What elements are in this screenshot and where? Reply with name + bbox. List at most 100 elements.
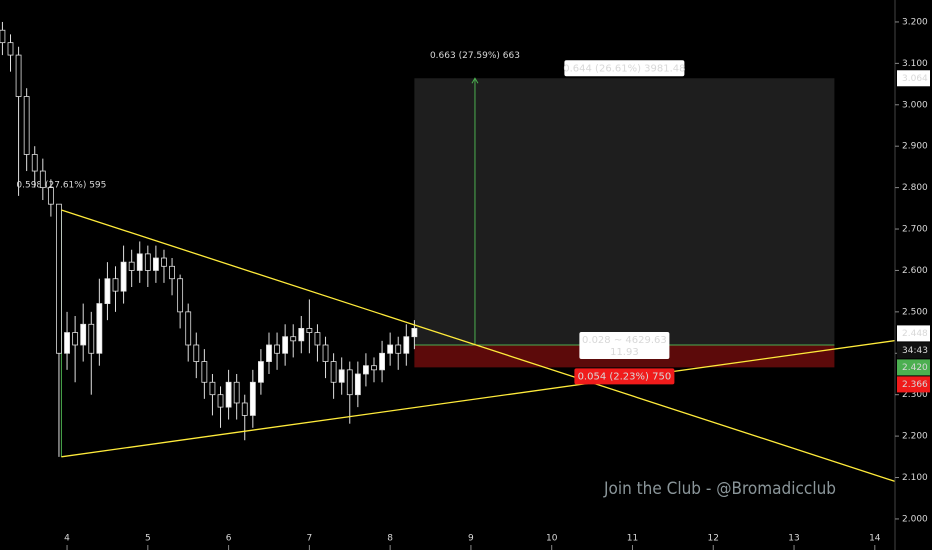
candle-body (7, 42, 14, 56)
candle-body (387, 344, 394, 354)
x-tick-label: 11 (627, 534, 638, 544)
candle-body (314, 332, 321, 346)
y-tick-label: 2.300 (902, 390, 928, 400)
candle-body (96, 303, 103, 354)
candle-body (80, 323, 87, 346)
x-tick-label: 7 (307, 534, 313, 544)
candle-body (298, 328, 305, 342)
y-tick-label: 3.200 (902, 17, 928, 27)
x-tick-label: 6 (226, 534, 232, 544)
candle-body (363, 365, 369, 375)
price-label-bg (897, 70, 930, 87)
candle-body (112, 278, 119, 292)
price-label: 2.420 (902, 363, 928, 373)
x-tick-label: 13 (788, 534, 799, 544)
candle-body (346, 369, 353, 396)
target-label: 0.644 (26.61%) 3981.48 (563, 63, 685, 74)
y-tick-label: 3.000 (902, 100, 928, 110)
candle-body (72, 332, 79, 346)
candle-body (161, 257, 167, 267)
price-label-bg (897, 359, 930, 376)
y-tick-label: 2.200 (902, 432, 928, 442)
candle-body (354, 373, 361, 396)
profit-zone (414, 78, 835, 345)
countdown-bg (897, 342, 930, 359)
candle-body (144, 253, 151, 271)
x-tick-label: 5 (145, 534, 151, 544)
y-tick-label: 2.800 (902, 183, 928, 193)
target-label-group: 0.644 (26.61%) 3981.48 (563, 60, 686, 77)
candle-body (233, 381, 240, 404)
candle-body (136, 253, 143, 271)
candle-body (152, 257, 159, 271)
candle-body (88, 323, 95, 354)
candle-body (193, 344, 200, 362)
candle-body (31, 154, 38, 172)
price-label: 2.448 (902, 329, 928, 339)
candle-body (217, 394, 224, 408)
candle-body (0, 29, 6, 44)
y-tick-label: 2.600 (902, 266, 928, 276)
y-tick-label: 2.000 (902, 514, 928, 524)
candle-body (306, 328, 313, 333)
center-label-bg (579, 331, 670, 359)
center-sublabel: 11.93 (610, 347, 639, 358)
trendline (61, 209, 932, 494)
candle-body (64, 332, 70, 354)
x-tick-label: 12 (708, 534, 719, 544)
candle-body (177, 278, 184, 313)
y-tick-label: 2.500 (902, 307, 928, 317)
candle-body (330, 361, 337, 383)
candle-body (395, 344, 402, 354)
candle-body (104, 278, 111, 304)
candle-body (241, 402, 248, 416)
arrow-head (471, 77, 479, 84)
stop-label: 0.054 (2.23%) 750 (578, 371, 672, 382)
center-label: 0.028 ~ 4629.63 (582, 335, 667, 346)
price-label: 2.366 (902, 380, 928, 390)
x-tick-label: 10 (546, 534, 558, 544)
candle-body (379, 352, 385, 371)
target-label-bg (564, 60, 685, 77)
candle-body (47, 187, 54, 205)
candle-body (274, 344, 280, 354)
candle-body (258, 361, 264, 383)
price-label-bg (897, 376, 930, 393)
candle-body (185, 311, 192, 346)
arrow-label: 0.663 (27.59%) 663 (430, 51, 520, 61)
x-tick-label: 9 (468, 534, 474, 544)
candle-body (371, 365, 377, 371)
watermark: Join the Club - @Bromadicclub (603, 479, 836, 499)
candle-body (266, 344, 272, 362)
price-label: 3.064 (902, 74, 928, 84)
candle-body (39, 170, 46, 189)
candle-body (403, 336, 410, 354)
candle-body (56, 203, 62, 354)
y-tick-label: 2.900 (902, 142, 928, 152)
x-tick-label: 4 (64, 534, 70, 544)
candle-body (15, 54, 22, 97)
candle-body (411, 328, 418, 338)
stop-label-bg (574, 368, 675, 385)
measure-label: 0.598 (27.61%) 595 (16, 180, 106, 190)
candle-body (322, 344, 329, 362)
candle-body (209, 381, 216, 396)
x-tick-label: 14 (869, 534, 881, 544)
y-tick-label: 3.100 (902, 59, 928, 69)
x-tick-label: 8 (387, 534, 393, 544)
candle-body (201, 361, 208, 383)
y-tick-label: 2.700 (902, 225, 928, 235)
price-label-bg (897, 325, 930, 342)
candle-body (169, 265, 175, 280)
candle-body (23, 96, 30, 155)
candle-body (249, 381, 256, 416)
candle-body (225, 381, 232, 408)
candle-body (290, 336, 297, 342)
y-tick-label: 2.100 (902, 473, 928, 483)
trendline (61, 339, 900, 458)
price-axis-bg (895, 0, 932, 550)
countdown: 34:43 (902, 346, 928, 356)
candle-body (338, 369, 345, 383)
